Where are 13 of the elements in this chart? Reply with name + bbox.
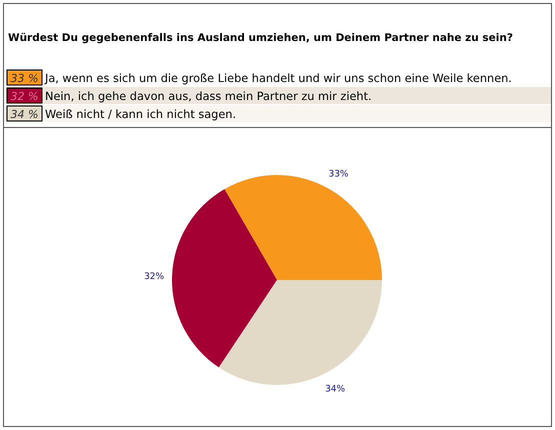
text: 34 % bbox=[10, 108, 38, 121]
legend-label: Nein, ich gehe davon aus, dass mein Partner zu mir zieht. bbox=[45, 90, 372, 103]
data-label: 32% bbox=[144, 272, 165, 282]
pie-slice bbox=[218, 280, 382, 385]
data-label: 33% bbox=[328, 169, 349, 180]
chart-title: Würdest Du gegebenenfalls ins Ausland umziehen, um Deinem Partner nahe zu sein? bbox=[8, 32, 513, 44]
data-label: 34% bbox=[325, 384, 346, 394]
legend-label: Weiß nicht / kann ich nicht sagen. bbox=[45, 108, 236, 121]
pie-slice bbox=[172, 189, 277, 368]
text: 33 % bbox=[10, 72, 38, 85]
pie-slice bbox=[224, 175, 382, 280]
text: 32 % bbox=[10, 90, 38, 103]
legend-label: Ja, wenn es sich um die große Liebe handelt und wir uns schon eine Weile kennen. bbox=[44, 72, 512, 85]
